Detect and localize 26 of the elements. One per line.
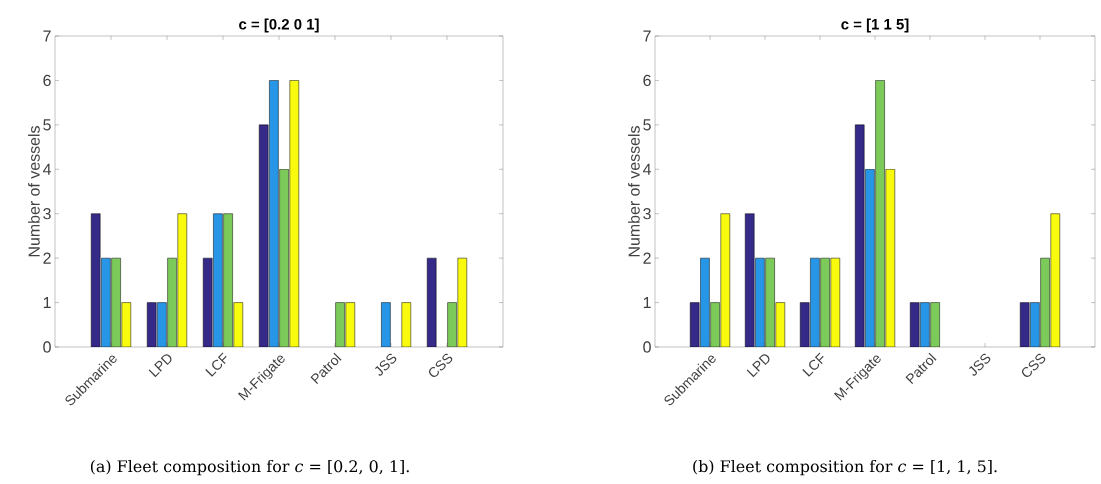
text: (a) Fleet composition for c = [0.2, 0, 1]. xyxy=(90,459,409,476)
y-axis-title: Number of vessels xyxy=(28,126,40,257)
y-tick-label: 1 xyxy=(643,297,651,309)
y-tick-label: 1 xyxy=(43,297,51,309)
x-tick-label: LPD xyxy=(746,354,770,378)
y-tick-label: 5 xyxy=(43,119,51,131)
y-tick-label: 7 xyxy=(643,30,651,42)
y-tick-label: 6 xyxy=(43,74,51,87)
x-tick-label: JSS xyxy=(375,353,397,376)
chart-title: c = [0.2 0 1] xyxy=(239,18,319,33)
y-tick-label: 4 xyxy=(42,163,52,175)
y-tick-label: 0 xyxy=(43,341,51,353)
y-axis-title: Number of vessels xyxy=(628,126,640,257)
text: (b) Fleet composition for c = [1, 1, 5]. xyxy=(693,459,997,476)
y-tick-label: 3 xyxy=(43,208,51,220)
y-tick-label: 7 xyxy=(43,30,51,42)
y-tick-label: 2 xyxy=(643,252,651,264)
x-tick-label: JSS xyxy=(969,353,991,376)
y-tick-label: 5 xyxy=(643,119,651,131)
y-tick-label: 2 xyxy=(43,252,51,264)
y-tick-label: 4 xyxy=(642,163,652,175)
chart-title: c = [1 1 5] xyxy=(841,18,909,33)
x-tick-label: LPD xyxy=(148,354,172,378)
y-tick-label: 3 xyxy=(643,208,651,220)
y-tick-label: 0 xyxy=(643,341,651,353)
y-tick-label: 6 xyxy=(643,74,651,87)
